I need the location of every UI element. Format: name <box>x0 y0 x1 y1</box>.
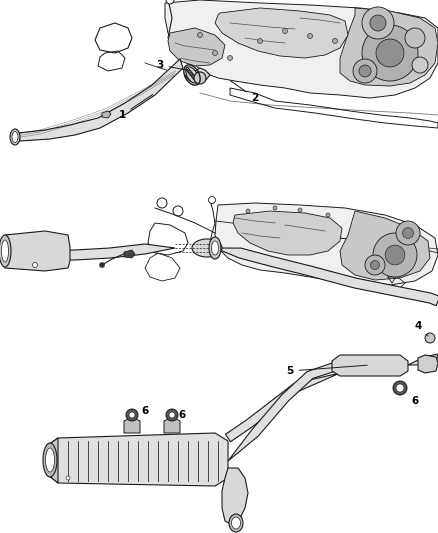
Circle shape <box>359 65 371 77</box>
Circle shape <box>332 38 338 44</box>
Circle shape <box>393 381 407 395</box>
Ellipse shape <box>1 240 8 262</box>
Circle shape <box>353 59 377 83</box>
Polygon shape <box>18 59 183 141</box>
Polygon shape <box>408 354 438 365</box>
Circle shape <box>365 255 385 275</box>
Text: 6: 6 <box>178 410 186 420</box>
Circle shape <box>166 0 174 4</box>
Polygon shape <box>102 111 111 118</box>
Circle shape <box>307 34 312 38</box>
Text: 6: 6 <box>141 406 148 416</box>
Polygon shape <box>233 211 342 255</box>
Text: 5: 5 <box>286 365 367 376</box>
Polygon shape <box>165 0 438 98</box>
Ellipse shape <box>43 443 57 477</box>
Polygon shape <box>48 438 58 483</box>
Circle shape <box>198 33 202 37</box>
Text: 3: 3 <box>156 60 189 70</box>
Ellipse shape <box>212 241 219 255</box>
Circle shape <box>385 245 405 265</box>
Circle shape <box>370 15 386 31</box>
Circle shape <box>412 57 428 73</box>
Circle shape <box>403 228 413 238</box>
Ellipse shape <box>0 235 11 267</box>
Circle shape <box>425 333 435 343</box>
Ellipse shape <box>192 239 222 257</box>
Text: 6: 6 <box>411 396 419 406</box>
Polygon shape <box>215 8 348 58</box>
Circle shape <box>298 208 302 212</box>
Circle shape <box>227 55 233 61</box>
Ellipse shape <box>12 132 18 142</box>
Polygon shape <box>340 211 430 280</box>
Circle shape <box>283 28 287 34</box>
Circle shape <box>373 233 417 277</box>
Ellipse shape <box>46 448 54 472</box>
Circle shape <box>169 412 175 418</box>
Circle shape <box>66 476 70 480</box>
Circle shape <box>405 28 425 48</box>
Circle shape <box>246 209 250 213</box>
Polygon shape <box>340 8 438 86</box>
Circle shape <box>126 409 138 421</box>
Circle shape <box>362 7 394 39</box>
Circle shape <box>376 39 404 67</box>
Text: 4: 4 <box>414 321 428 336</box>
Ellipse shape <box>209 237 221 259</box>
Polygon shape <box>185 68 210 83</box>
Polygon shape <box>5 244 175 260</box>
Polygon shape <box>222 468 248 525</box>
Polygon shape <box>164 419 180 433</box>
Polygon shape <box>215 203 438 285</box>
Circle shape <box>99 262 105 268</box>
Ellipse shape <box>229 514 243 532</box>
Ellipse shape <box>232 517 240 529</box>
Circle shape <box>166 409 178 421</box>
Circle shape <box>326 213 330 217</box>
Text: 2: 2 <box>230 80 258 103</box>
Circle shape <box>273 206 277 210</box>
Polygon shape <box>168 28 225 66</box>
Text: 1: 1 <box>118 94 153 120</box>
Circle shape <box>212 51 218 55</box>
Circle shape <box>129 412 135 418</box>
Polygon shape <box>124 250 135 258</box>
Polygon shape <box>48 433 228 486</box>
Circle shape <box>208 197 215 204</box>
Polygon shape <box>228 361 342 461</box>
Polygon shape <box>226 373 340 442</box>
Circle shape <box>362 25 418 81</box>
Circle shape <box>396 384 404 392</box>
Circle shape <box>258 38 262 44</box>
Circle shape <box>396 221 420 245</box>
Circle shape <box>371 261 379 270</box>
Polygon shape <box>215 248 438 306</box>
Polygon shape <box>3 231 70 271</box>
Ellipse shape <box>10 129 20 145</box>
Polygon shape <box>418 355 438 373</box>
Ellipse shape <box>186 67 198 83</box>
Polygon shape <box>332 355 408 376</box>
Circle shape <box>32 262 38 268</box>
Polygon shape <box>124 419 140 433</box>
Circle shape <box>194 72 206 84</box>
